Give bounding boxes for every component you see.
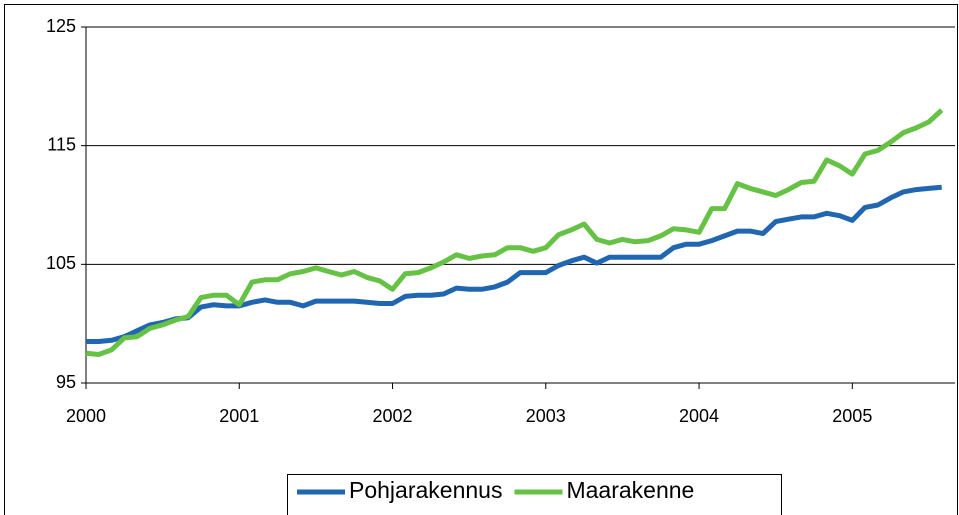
y-tick-label: 115 [47,134,76,154]
line-series [86,184,942,344]
legend-label: Maarakenne [566,477,694,503]
y-tick-label: 95 [56,372,76,392]
y-tick-label: 125 [46,16,76,36]
line-series [85,108,944,357]
x-tick-label: 2005 [832,406,872,426]
x-tick-label: 2004 [679,406,719,426]
x-tick-label: 2001 [219,406,259,426]
legend-label: Pohjarakennus [349,477,502,503]
x-tick-label: 2002 [373,406,413,426]
legend-box [287,474,782,515]
chart-frame [4,4,958,515]
x-tick-label: 2003 [526,406,566,426]
y-tick-label: 105 [46,253,76,273]
x-tick-label: 2000 [66,406,106,426]
